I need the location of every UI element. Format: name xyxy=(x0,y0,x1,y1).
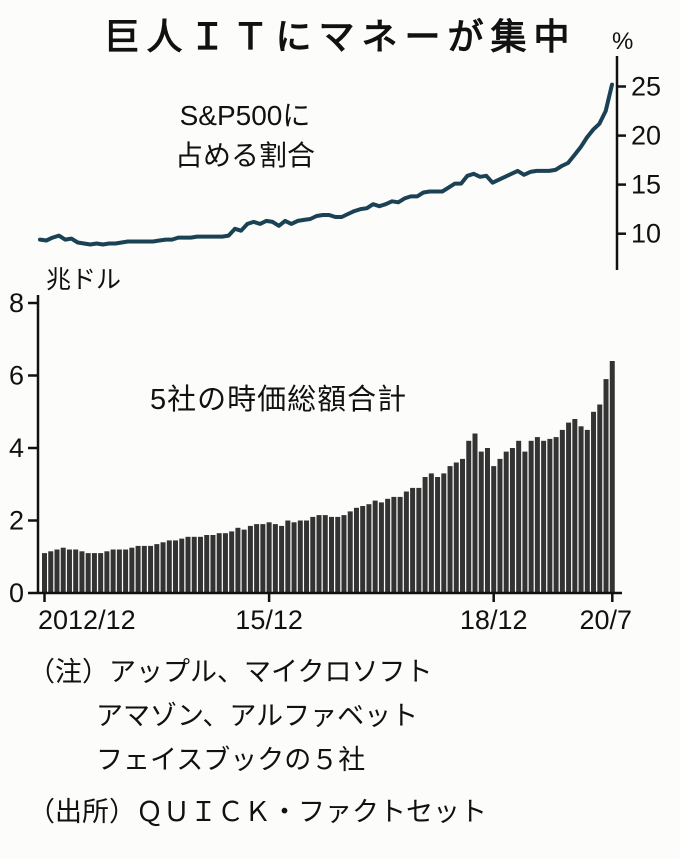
svg-text:25: 25 xyxy=(631,72,661,102)
svg-text:2: 2 xyxy=(9,506,24,536)
source-line: （出所）ＱＵＩＣＫ・ファクトセット xyxy=(28,797,487,827)
percent-axis-unit-label: % xyxy=(612,28,634,55)
sp500-share-series-label: S&P500に 占める割合 xyxy=(145,96,345,176)
svg-text:6: 6 xyxy=(9,361,24,391)
footnotes: （注）アップル、マイクロソフト アマゾン、アルファベット フェイスブックの５社 … xyxy=(28,650,668,834)
market-cap-series-label: 5社の時価総額合計 xyxy=(150,384,408,416)
svg-text:8: 8 xyxy=(9,288,24,318)
svg-text:2012/12: 2012/12 xyxy=(38,605,136,635)
sp500-share-line-chart: 10 15 20 25 xyxy=(38,56,661,270)
figure-title: 巨人ＩＴにマネーが集中 xyxy=(103,16,577,57)
svg-text:20: 20 xyxy=(631,121,661,151)
svg-text:15/12: 15/12 xyxy=(235,605,303,635)
svg-text:10: 10 xyxy=(631,219,661,249)
svg-text:4: 4 xyxy=(9,433,24,463)
market-cap-bar-chart: 0 2 4 6 8 2012/12 15/12 18/12 20/7 xyxy=(9,288,632,635)
sp500-share-series-label-line1: S&P500に xyxy=(179,100,311,131)
sp500-share-series-label-line2: 占める割合 xyxy=(174,140,315,171)
trillion-dollar-axis-unit-label: 兆ドル xyxy=(46,266,122,294)
note-line-1: （注）アップル、マイクロソフト xyxy=(28,657,433,687)
note-line-2: アマゾン、アルファベット xyxy=(96,701,419,731)
svg-text:15: 15 xyxy=(631,170,661,200)
note-line-3: フェイスブックの５社 xyxy=(96,745,366,775)
svg-text:18/12: 18/12 xyxy=(460,605,528,635)
svg-text:20/7: 20/7 xyxy=(579,605,632,635)
svg-text:0: 0 xyxy=(9,578,24,608)
